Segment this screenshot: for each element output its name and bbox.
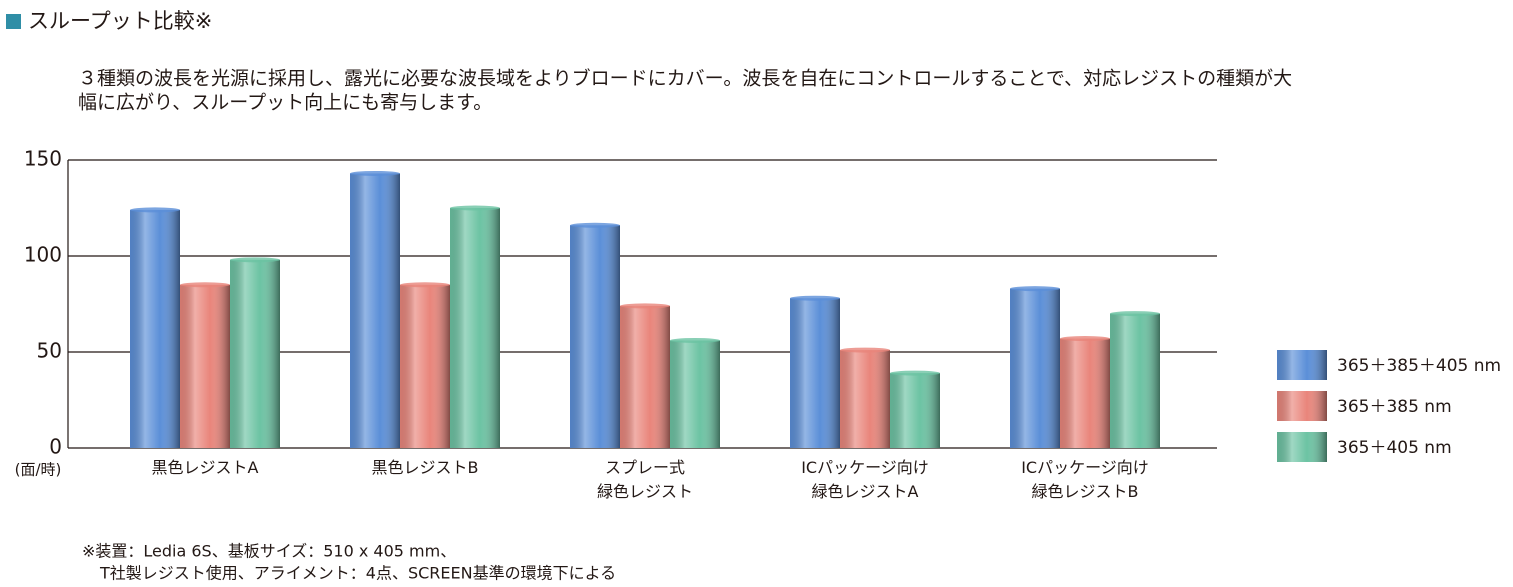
bar-cap [670, 337, 720, 343]
bar-shade [840, 350, 890, 448]
bar-cap [400, 282, 450, 288]
footnote: T社製レジスト使用、アライメント：4点、SCREEN基準の環境下による [99, 564, 616, 583]
bar-shade [350, 173, 400, 448]
bar-cap [180, 282, 230, 288]
legend-label: 365＋385＋405 nm [1337, 356, 1501, 376]
bar-shade [570, 225, 620, 448]
chart-title: スループット比較※ [28, 9, 212, 33]
bar-shade [790, 298, 840, 448]
bar-cap [1060, 336, 1110, 342]
bar-shade [670, 340, 720, 448]
x-tick-label-line: 緑色レジストB [1032, 482, 1139, 501]
x-tick-label-line: 黒色レジストA [152, 458, 259, 477]
bar-shade [230, 259, 280, 448]
x-tick-label-line: 緑色レジスト [597, 482, 693, 501]
bar-shade [1110, 313, 1160, 448]
bar-cap [350, 170, 400, 176]
footnote: ※装置：Ledia 6S、基板サイズ：510 x 405 mm、 [82, 542, 456, 561]
legend-label: 365＋405 nm [1337, 438, 1452, 458]
bar-cap [890, 370, 940, 376]
bar-cap [450, 205, 500, 211]
y-tick-label: 50 [37, 339, 62, 363]
legend-swatch-shade [1277, 432, 1327, 462]
y-unit: (面/時) [15, 461, 62, 479]
legend-label: 365＋385 nm [1337, 397, 1452, 417]
legend-swatch-shade [1277, 350, 1327, 380]
y-tick-label: 150 [24, 147, 62, 171]
bar-cap [840, 347, 890, 353]
bar-shade [1010, 288, 1060, 448]
bar-shade [400, 284, 450, 448]
x-tick-label-line: スプレー式 [605, 458, 685, 477]
bar-cap [1110, 311, 1160, 317]
x-tick-label: 黒色レジストB [372, 458, 479, 477]
bar-shade [620, 305, 670, 448]
x-tick-label: 黒色レジストA [152, 458, 259, 477]
bar-shade [450, 208, 500, 448]
bar-shade [1060, 338, 1110, 448]
x-tick-label-line: 黒色レジストB [372, 458, 479, 477]
x-tick-label-line: ICパッケージ向け [801, 458, 929, 477]
x-tick-label-line: ICパッケージ向け [1021, 458, 1149, 477]
bar-cap [570, 222, 620, 228]
bar-cap [1010, 286, 1060, 292]
description: 幅に広がり、スループット向上にも寄与します。 [78, 92, 492, 114]
title-icon [6, 14, 21, 29]
description: ３種類の波長を光源に採用し、露光に必要な波長域をよりブロードにカバー。波長を自在… [78, 67, 1292, 90]
x-tick-label: スプレー式緑色レジスト [597, 458, 693, 501]
bar-shade [890, 373, 940, 448]
bar-cap [620, 303, 670, 309]
y-tick-label: 100 [24, 243, 62, 267]
x-tick-label-line: 緑色レジストA [812, 482, 919, 501]
x-tick-label: ICパッケージ向け緑色レジストA [801, 458, 929, 501]
bar-shade [130, 209, 180, 448]
y-tick-label: 0 [49, 435, 62, 459]
legend-swatch-shade [1277, 391, 1327, 421]
bar-cap [790, 295, 840, 301]
x-tick-label: ICパッケージ向け緑色レジストB [1021, 458, 1149, 501]
bar-shade [180, 284, 230, 448]
bar-cap [130, 207, 180, 213]
bar-cap [230, 257, 280, 263]
